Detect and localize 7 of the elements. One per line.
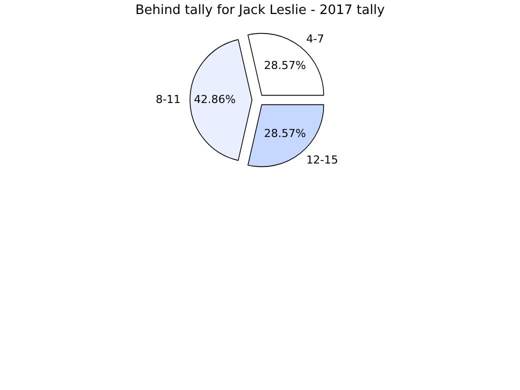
slice-label: 8-11 bbox=[156, 93, 181, 106]
slice-label: 12-15 bbox=[306, 153, 338, 166]
chart-title: Behind tally for Jack Leslie - 2017 tally bbox=[135, 3, 385, 18]
data-label: 28.57% bbox=[264, 126, 306, 140]
slice-label: 4-7 bbox=[306, 32, 324, 46]
data-label: 42.86% bbox=[194, 93, 236, 106]
data-label: 28.57% bbox=[264, 59, 306, 72]
